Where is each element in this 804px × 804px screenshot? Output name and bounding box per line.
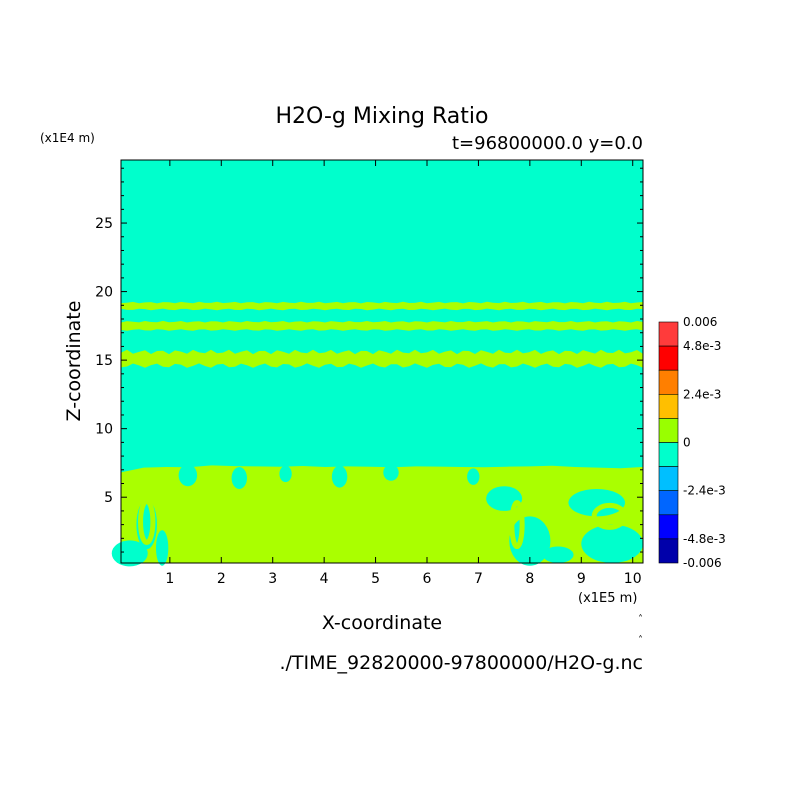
x-units-label: (x1E5 m)	[578, 591, 637, 606]
dry-eddy	[568, 488, 625, 517]
x-axis-label: X-coordinate	[322, 612, 442, 634]
colorbar-swatch	[658, 442, 679, 467]
mixing-ratio-features	[111, 301, 644, 567]
y-axis-ticks: 5 10 15 20 25	[95, 167, 643, 553]
colorbar-label: -0.006	[683, 556, 722, 570]
x-tick-label: 3	[268, 571, 277, 587]
y-tick-label: 25	[95, 216, 113, 232]
x-tick-label: 2	[217, 571, 226, 587]
dry-eddy	[178, 464, 198, 487]
moist-band	[121, 320, 643, 331]
moist-filament	[509, 500, 525, 550]
colorbar-label: 0	[683, 436, 691, 450]
colorbar-swatch	[658, 321, 679, 347]
dry-eddy	[542, 546, 574, 563]
colorbar	[658, 321, 679, 564]
chart-subtitle: t=96800000.0 y=0.0	[452, 133, 643, 154]
x-tick-label: 5	[371, 571, 380, 587]
colorbar-swatch	[658, 369, 679, 395]
dry-eddy	[331, 465, 348, 488]
dry-eddy	[155, 530, 169, 566]
moist-filament	[591, 502, 628, 530]
x-tick-label: 8	[525, 571, 534, 587]
plot-frame	[120, 159, 644, 564]
plot-area: 1 2 3 4 5 6 7 8 9 10 5 10 15 20 25	[95, 159, 644, 587]
chart-title: H2O-g Mixing Ratio	[276, 104, 489, 129]
moist-band	[121, 301, 643, 311]
dry-eddy	[383, 464, 399, 481]
colorbar-swatch	[658, 466, 679, 492]
colorbar-label: 4.8e-3	[683, 339, 721, 353]
x-tick-label: 1	[165, 571, 174, 587]
dry-eddy	[279, 465, 292, 483]
colorbar-swatch	[658, 490, 679, 516]
dry-eddy	[581, 524, 644, 563]
y-tick-label: 20	[95, 285, 113, 301]
dry-eddy	[231, 467, 248, 489]
colorbar-swatch	[658, 345, 679, 371]
colorbar-swatch	[658, 393, 679, 419]
colorbar-label: 0.006	[683, 315, 717, 329]
x-tick-label: 6	[423, 571, 432, 587]
colorbar-swatch	[658, 418, 679, 443]
dry-eddy	[486, 486, 523, 511]
file-path: ./TIME_92820000-97800000/H2O-g.nc	[279, 652, 643, 674]
y-tick-label: 5	[104, 490, 113, 506]
dry-eddy	[467, 468, 480, 485]
x-tick-label: 10	[624, 571, 642, 587]
y-tick-label: 10	[95, 422, 113, 438]
colorbar-swatch	[658, 514, 679, 540]
colorbar-label: -4.8e-3	[683, 532, 726, 546]
colorbar-labels: 0.006 4.8e-3 2.4e-3 0 -2.4e-3 -4.8e-3 -0.006	[683, 315, 726, 570]
tick-marker: ˄	[638, 634, 643, 646]
tick-marker: ˄	[638, 613, 643, 625]
colorbar-label: -2.4e-3	[683, 484, 726, 498]
colorbar-label: 2.4e-3	[683, 387, 721, 401]
x-axis-ticks: 1 2 3 4 5 6 7 8 9 10	[165, 160, 642, 587]
moist-band	[121, 349, 643, 368]
y-tick-label: 15	[95, 353, 113, 369]
x-tick-label: 4	[320, 571, 329, 587]
moist-filament	[138, 498, 156, 545]
y-units-label: (x1E4 m)	[40, 131, 95, 145]
colorbar-swatch	[658, 538, 679, 564]
x-tick-label: 9	[577, 571, 586, 587]
x-tick-label: 7	[474, 571, 483, 587]
y-axis-label: Z-coordinate	[63, 301, 85, 422]
